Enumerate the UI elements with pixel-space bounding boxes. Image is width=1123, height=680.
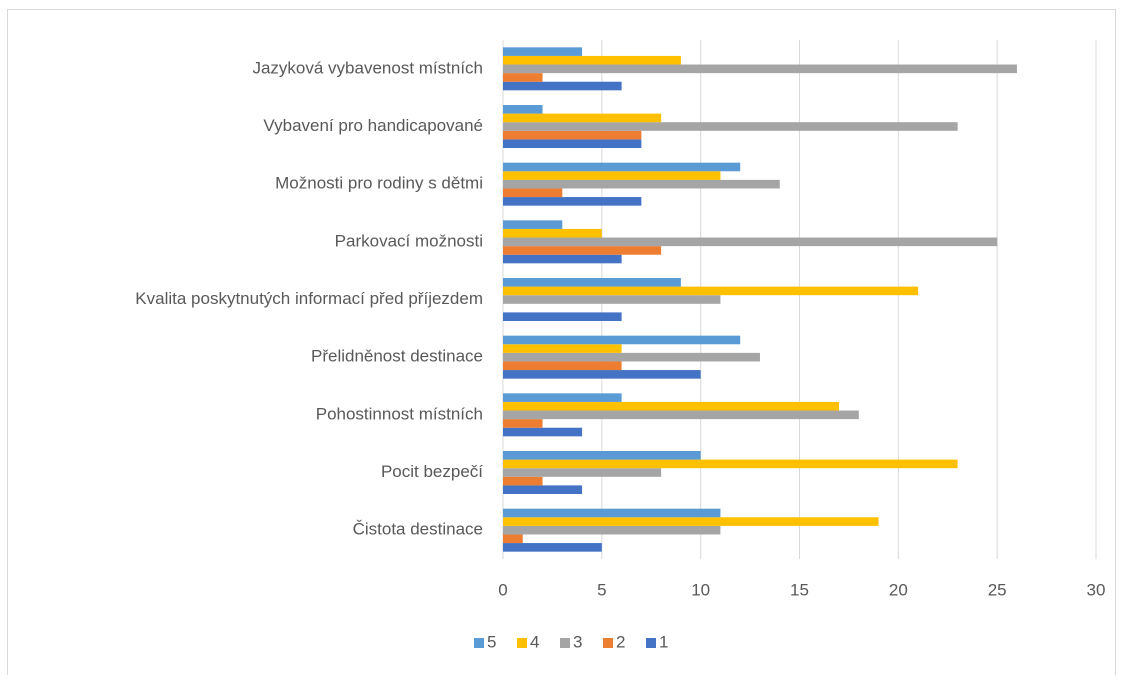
bar [503, 162, 741, 172]
legend-label: 2 [616, 632, 625, 651]
bar [503, 64, 1017, 74]
bar [503, 401, 840, 411]
bar [503, 179, 780, 189]
bar [503, 410, 859, 420]
bar [503, 476, 543, 486]
bar [503, 171, 721, 180]
bar [503, 525, 721, 535]
bar [503, 485, 583, 494]
bar [503, 344, 622, 353]
bar [503, 286, 919, 296]
x-tick-label: 5 [597, 580, 606, 599]
bar [503, 295, 721, 304]
bar [503, 81, 622, 91]
legend-swatch [560, 638, 570, 648]
bar [503, 105, 543, 114]
bar [503, 246, 662, 255]
bar [503, 122, 958, 131]
bar [503, 113, 662, 123]
legend-label: 5 [487, 632, 496, 651]
legend-swatch [474, 638, 484, 648]
x-tick-label: 25 [988, 580, 1007, 599]
y-tick-label: Vybavení pro handicapované [263, 116, 483, 135]
bar [503, 419, 543, 428]
chart-border [7, 9, 1116, 680]
bar [503, 508, 721, 518]
x-tick-label: 10 [691, 580, 710, 599]
y-tick-label: Pohostinnost místních [316, 404, 483, 423]
bar [503, 534, 523, 544]
legend-label: 4 [530, 632, 539, 651]
y-tick-label: Parkovací možnosti [335, 231, 483, 250]
legend-label: 1 [659, 632, 668, 651]
bar [503, 278, 681, 287]
y-tick-label: Čistota destinace [353, 520, 483, 539]
bar [503, 370, 701, 379]
bar [503, 197, 642, 206]
bar [503, 47, 583, 56]
legend-swatch [646, 638, 656, 648]
legend-label: 3 [573, 632, 582, 651]
bar [503, 312, 622, 321]
bar [503, 130, 642, 140]
x-tick-label: 20 [889, 580, 908, 599]
bar [503, 468, 662, 477]
bar [503, 237, 998, 247]
x-tick-label: 30 [1087, 580, 1106, 599]
bar [503, 393, 622, 402]
legend-swatch [517, 638, 527, 648]
bar [503, 139, 642, 148]
y-tick-label: Přelidněnost destinace [311, 347, 483, 366]
legend-swatch [603, 638, 613, 648]
bar [503, 361, 622, 371]
bar [503, 73, 543, 82]
x-tick-label: 0 [498, 580, 507, 599]
bar [503, 55, 681, 65]
y-tick-label: Možnosti pro rodiny s dětmi [275, 174, 483, 193]
bar [503, 228, 602, 238]
bar [503, 427, 583, 437]
bar [503, 220, 563, 229]
bar [503, 335, 741, 345]
y-tick-label: Jazyková vybavenost místních [252, 58, 483, 77]
bar [503, 543, 602, 552]
bar [503, 188, 563, 198]
bar [503, 254, 622, 264]
x-tick-label: 15 [790, 580, 809, 599]
bar [503, 451, 701, 460]
y-tick-label: Kvalita poskytnutých informací před příj… [135, 289, 483, 308]
bar [503, 459, 958, 469]
bar [503, 352, 760, 362]
bar [503, 517, 879, 526]
y-tick-label: Pocit bezpečí [381, 462, 483, 481]
